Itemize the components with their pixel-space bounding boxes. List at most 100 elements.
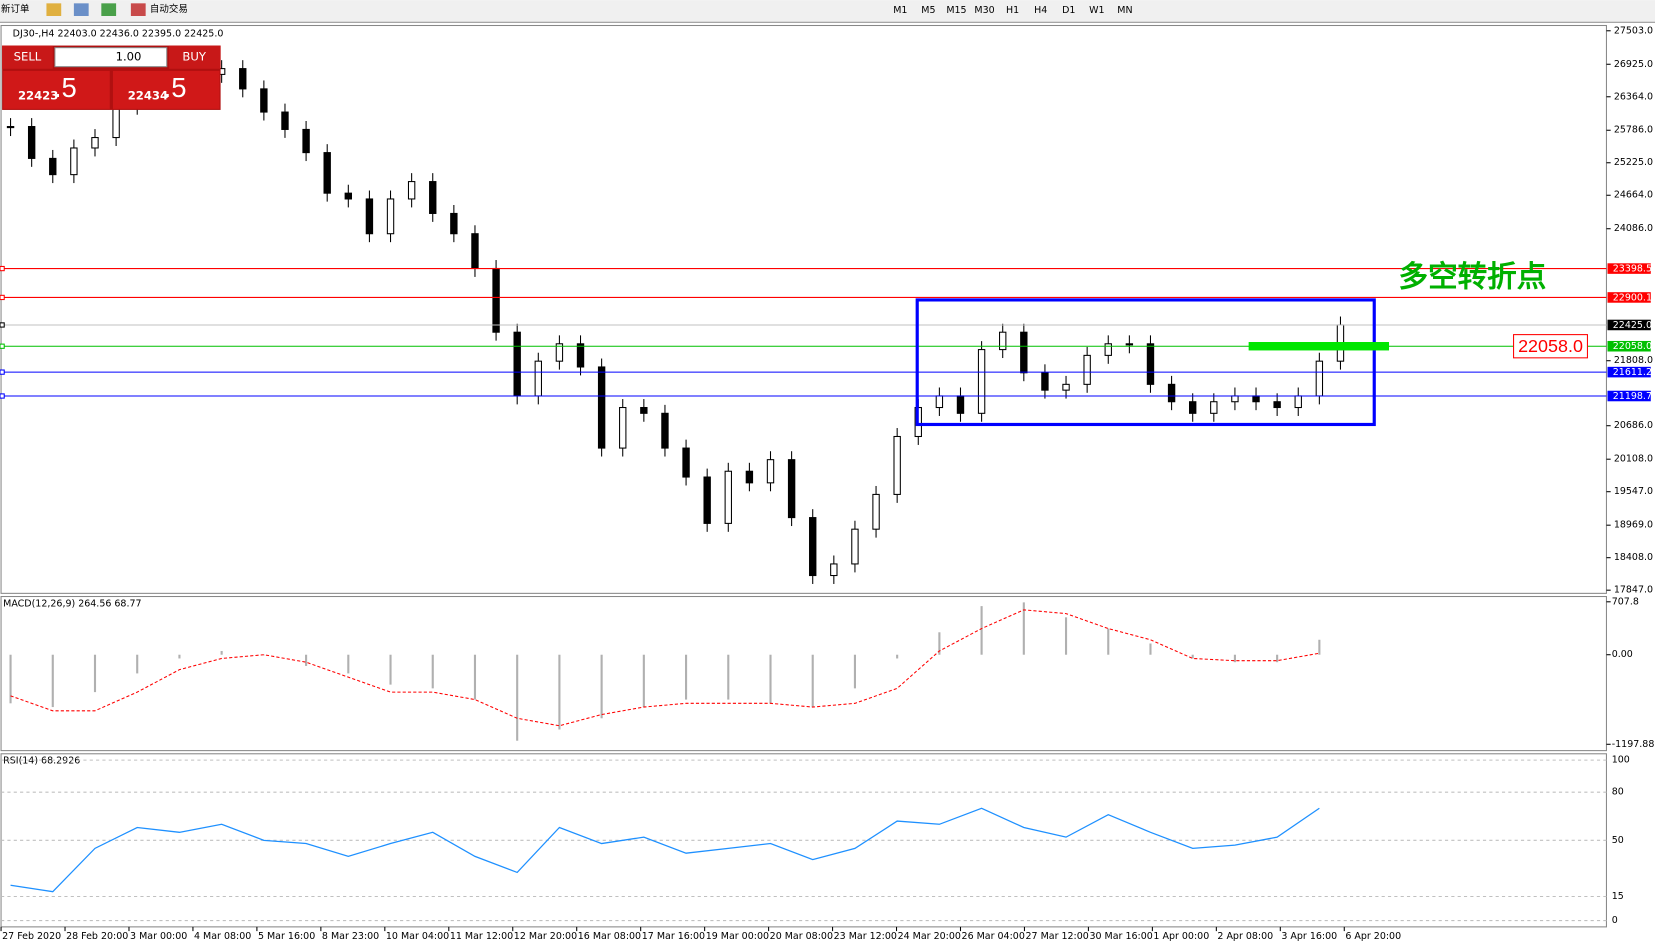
level-label: 21611.2 — [1613, 367, 1652, 378]
candle — [724, 470, 732, 524]
timeframe[interactable]: M5 — [921, 5, 935, 16]
macd-bar — [136, 654, 139, 674]
macd-bar — [1318, 639, 1321, 655]
timeframe[interactable]: M1 — [893, 5, 907, 16]
buy-button[interactable] — [168, 45, 221, 69]
candle — [703, 476, 711, 524]
x-tick-label: 30 Mar 16:00 — [1089, 931, 1152, 942]
icon[interactable] — [46, 3, 62, 17]
sell-button[interactable] — [2, 45, 53, 69]
y-tick-label: 21808.0 — [1614, 355, 1653, 366]
level-label: 21198.7 — [1613, 391, 1652, 402]
y-tick-label: 24086.0 — [1614, 223, 1653, 234]
candle — [872, 493, 880, 530]
price-label-box — [1513, 334, 1588, 359]
level-label-box — [1607, 292, 1651, 303]
candle — [471, 233, 479, 270]
y-tick-label: 24664.0 — [1614, 190, 1653, 201]
y-tick-label: 15 — [1612, 891, 1624, 902]
icon[interactable] — [73, 3, 89, 17]
macd-label: MACD(12,26,9) 264.56 68.77 — [3, 598, 141, 609]
bid-box[interactable] — [3, 70, 110, 109]
macd-bar — [1191, 654, 1194, 659]
timeframe[interactable]: H1 — [1006, 5, 1019, 16]
ask-main: 22434 — [128, 89, 168, 103]
candle — [1062, 383, 1070, 391]
buy-label[interactable]: BUY — [182, 50, 206, 64]
macd-bar — [600, 654, 603, 719]
candle — [1252, 395, 1260, 403]
rsi-label: RSI(14) 68.2926 — [3, 756, 80, 767]
candle — [1125, 343, 1134, 346]
y-tick-label: 27503.0 — [1614, 25, 1653, 36]
y-tick-label: 707.8 — [1612, 596, 1639, 607]
y-tick-label: 18969.0 — [1614, 520, 1653, 531]
candle — [492, 267, 500, 333]
timeframe[interactable]: D1 — [1062, 5, 1075, 16]
y-tick-label: -1197.88 — [1612, 739, 1655, 750]
toolbar — [0, 0, 1655, 23]
icon[interactable] — [101, 3, 117, 17]
y-tick-label: 0 — [1612, 915, 1618, 926]
y-tick-label: 25786.0 — [1614, 125, 1653, 136]
macd-signal — [10, 609, 1320, 727]
candle — [745, 470, 754, 484]
y-tick-label: 0.00 — [1612, 649, 1633, 660]
candle — [429, 181, 437, 214]
timeframe[interactable]: H4 — [1034, 5, 1047, 16]
y-tick-label: 25225.0 — [1614, 157, 1653, 168]
candle — [1020, 331, 1028, 374]
macd-bar — [9, 654, 12, 704]
x-tick-label: 17 Mar 16:00 — [642, 931, 705, 942]
candle — [851, 528, 859, 565]
candle — [830, 563, 838, 577]
candle — [1104, 343, 1112, 356]
candle — [344, 192, 353, 200]
candle — [260, 88, 268, 113]
ask-box[interactable] — [112, 70, 220, 109]
ask-tail: .5 — [164, 72, 187, 103]
candle — [302, 128, 310, 154]
macd-bar — [1233, 654, 1236, 663]
macd-bar — [178, 654, 181, 659]
x-tick-label: 4 Mar 08:00 — [194, 931, 251, 942]
level-label-box — [1607, 340, 1651, 352]
candle — [809, 517, 817, 577]
candle — [555, 343, 564, 362]
candle — [956, 395, 965, 414]
x-tick-label: 6 Apr 20:00 — [1345, 931, 1401, 942]
pivot-bar — [1248, 342, 1390, 351]
candle — [281, 111, 289, 130]
new-order[interactable]: 新订单 — [1, 3, 29, 15]
level-label: 22058.0 — [1613, 341, 1652, 352]
candle — [999, 331, 1007, 351]
candle — [407, 181, 416, 200]
rsi-line — [10, 807, 1320, 893]
candle — [239, 68, 247, 90]
timeframe[interactable]: W1 — [1089, 5, 1104, 16]
auto-trading[interactable]: 自动交易 — [150, 3, 188, 15]
level-marker — [0, 369, 5, 375]
timeframe[interactable]: M30 — [974, 5, 994, 16]
timeframe[interactable]: MN — [1117, 5, 1132, 16]
candle — [1189, 401, 1197, 414]
bid-tail: .5 — [54, 72, 77, 103]
level-label-box — [1607, 390, 1651, 402]
candle — [6, 126, 15, 129]
sell-label[interactable]: SELL — [14, 50, 42, 64]
macd-bar — [51, 654, 54, 708]
level-label: 22425.0 — [1613, 320, 1652, 331]
x-tick-label: 8 Mar 23:00 — [322, 931, 379, 942]
candle — [661, 412, 669, 449]
candle — [1083, 354, 1091, 385]
icon[interactable] — [130, 3, 146, 17]
lot-box[interactable] — [54, 47, 168, 68]
macd-bar — [473, 654, 477, 700]
annotation: 多空转折点 — [1399, 261, 1547, 294]
x-tick-label: 19 Mar 00:00 — [706, 931, 769, 942]
timeframe[interactable]: M15 — [946, 5, 966, 16]
lot-value[interactable]: 1.00 — [116, 50, 142, 64]
macd-bar — [727, 654, 730, 700]
level-label-box — [1607, 263, 1651, 274]
level-label-box — [1607, 366, 1651, 378]
